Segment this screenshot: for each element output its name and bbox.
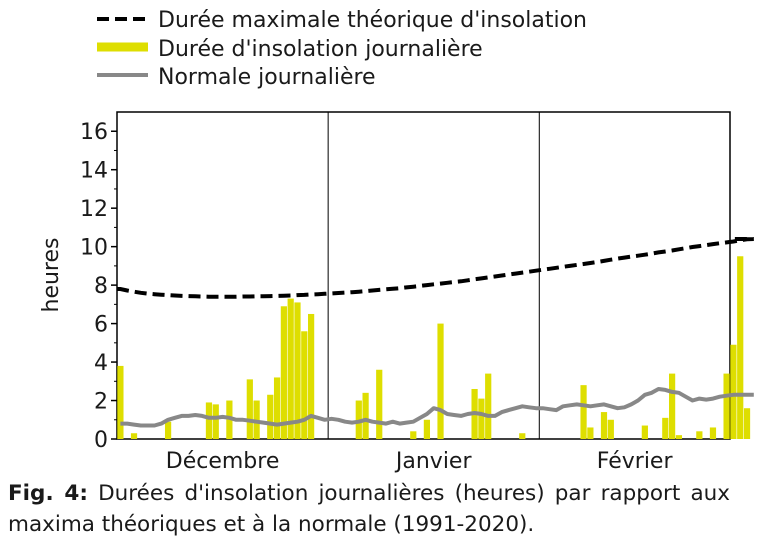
- normal-line: [120, 387, 754, 428]
- legend-label-normal: Normale journalière: [158, 65, 376, 90]
- y-tick-label: 16: [80, 120, 108, 145]
- month-label: Janvier: [394, 449, 473, 474]
- legend-label-max: Durée maximale théorique d'insolation: [158, 8, 587, 33]
- sunshine-bar: [641, 425, 648, 439]
- sunshine-bar: [362, 392, 369, 439]
- sunshine-bar: [273, 377, 281, 439]
- sunshine-bar: [675, 435, 683, 439]
- sunshine-bar: [709, 427, 717, 439]
- sunshine-bar: [205, 402, 213, 439]
- y-tick-label: 10: [80, 236, 108, 261]
- sunshine-bar: [301, 331, 308, 439]
- y-tick-label: 14: [80, 159, 108, 184]
- sunshine-bar: [280, 306, 287, 439]
- sunshine-bar: [130, 433, 138, 439]
- plot-frame: [116, 111, 731, 440]
- y-tick-label: 4: [94, 351, 108, 376]
- sunshine-bar: [696, 431, 703, 439]
- sunshine-bar: [267, 394, 274, 439]
- figure-label: Fig. 4:: [8, 481, 88, 506]
- sunshine-bar: [308, 313, 315, 439]
- sunshine-bar: [580, 385, 587, 439]
- sunshine-bar: [117, 365, 124, 439]
- sunshine-bar: [294, 302, 301, 439]
- sunshine-bar: [164, 421, 172, 439]
- sunshine-bar: [669, 373, 676, 439]
- legend: Durée maximale théorique d'insolation Du…: [97, 8, 587, 90]
- sunshine-bar: [423, 419, 431, 439]
- plot-area: Décembre Janvier Février 0 2 4 6 8 10 12 14 16: [80, 111, 754, 474]
- sunshine-bar: [519, 433, 526, 439]
- sunshine-bar: [723, 373, 730, 439]
- y-tick-label: 8: [94, 274, 108, 299]
- sunshine-bar: [662, 417, 669, 439]
- sunshine-bar: [600, 412, 608, 439]
- sunshine-bar: [485, 373, 492, 439]
- y-tick-label: 0: [94, 428, 108, 453]
- sunshine-bar: [437, 323, 444, 439]
- sunshine-bar: [410, 431, 417, 439]
- y-tick-label: 12: [80, 197, 108, 222]
- y-axis-title: heures: [39, 238, 64, 313]
- sunshine-bar: [246, 379, 253, 439]
- y-tick-label: 6: [94, 313, 108, 338]
- max-theoretical-line: [117, 237, 754, 299]
- month-label: Décembre: [166, 449, 280, 474]
- sunshine-chart: Durée maximale théorique d'insolation Du…: [39, 8, 754, 474]
- sunshine-bar: [478, 398, 485, 439]
- sunshine-bar: [587, 427, 594, 439]
- sunshine-bar: [287, 298, 294, 439]
- month-label: Février: [597, 449, 674, 474]
- sunshine-bar: [737, 256, 744, 439]
- sunshine-bar: [730, 344, 737, 439]
- figure-caption: Fig. 4: Durées d'insolation journalières…: [8, 478, 730, 540]
- sunshine-bar: [212, 404, 219, 439]
- caption-text: Durées d'insolation journalières (heures…: [8, 481, 730, 537]
- sunshine-bar: [743, 408, 751, 439]
- sunshine-bar: [607, 419, 614, 439]
- sunshine-bar: [376, 369, 383, 439]
- y-tick-label: 2: [94, 390, 108, 415]
- legend-label-daily: Durée d'insolation journalière: [158, 37, 483, 62]
